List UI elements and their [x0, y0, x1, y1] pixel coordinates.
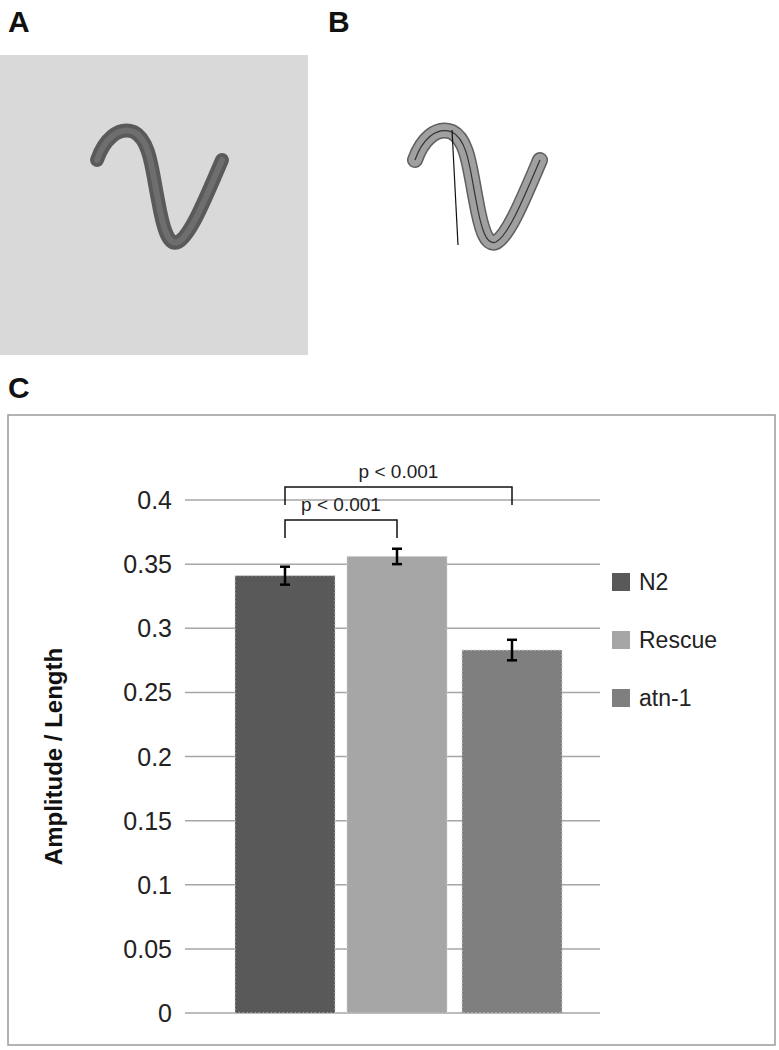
significance-label: p < 0.001 — [301, 494, 381, 515]
legend-swatch — [612, 631, 630, 649]
bar — [347, 556, 447, 1013]
significance-bracket — [285, 520, 397, 538]
y-tick-label: 0.2 — [137, 743, 172, 771]
legend-label: atn-1 — [639, 685, 691, 711]
error-cap — [507, 659, 517, 662]
error-cap — [280, 583, 290, 586]
worm-analysis — [415, 130, 540, 245]
y-tick-label: 0 — [158, 999, 172, 1027]
error-cap — [507, 639, 517, 642]
y-tick-label: 0.15 — [123, 807, 172, 835]
error-stem — [284, 567, 287, 585]
plot-area — [235, 549, 562, 1013]
y-tick-label: 0.35 — [123, 550, 172, 578]
y-tick-label: 0.4 — [137, 486, 172, 514]
grid-line — [185, 563, 600, 565]
grid-line — [185, 499, 600, 501]
y-tick-label: 0.1 — [137, 871, 172, 899]
error-bar — [507, 640, 517, 661]
error-bar — [280, 567, 290, 585]
panel-label: A — [8, 5, 30, 38]
error-bar — [392, 549, 402, 564]
amplitude-line — [452, 130, 458, 245]
error-stem — [511, 640, 514, 661]
legend-label: N2 — [639, 569, 668, 595]
panel-label: B — [328, 5, 350, 38]
worm-centerline — [415, 131, 540, 243]
error-cap — [280, 565, 290, 568]
worm-highlight — [97, 131, 222, 243]
legend-swatch — [612, 573, 630, 591]
y-tick-label: 0.3 — [137, 614, 172, 642]
error-stem — [396, 549, 399, 564]
chart-frame — [8, 415, 775, 1045]
photo-background — [0, 55, 308, 355]
figure: A B C Amplitude / Length 0 0.05 0.1 0.15 0.2 0.25… — [0, 0, 779, 1050]
worm-body — [415, 131, 540, 243]
legend-swatch — [612, 689, 630, 707]
significance-label: p < 0.001 — [359, 461, 439, 482]
error-cap — [392, 563, 402, 566]
bar — [462, 650, 562, 1013]
y-tick-label: 0.25 — [123, 678, 172, 706]
y-tick-label: 0.05 — [123, 935, 172, 963]
bar — [235, 576, 335, 1013]
panel-label: C — [8, 371, 30, 404]
worm — [97, 131, 222, 243]
y-axis-label: Amplitude / Length — [40, 648, 67, 865]
worm-outline — [415, 131, 540, 243]
error-cap — [392, 547, 402, 550]
legend-label: Rescue — [639, 627, 717, 653]
